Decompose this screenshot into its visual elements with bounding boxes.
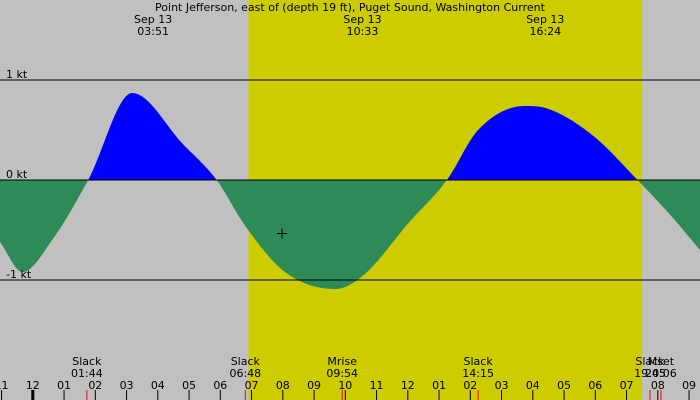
extreme-date-label: Sep 13 <box>526 13 564 26</box>
event-label: Slack <box>231 355 261 368</box>
extreme-date-label: Sep 13 <box>343 13 381 26</box>
hour-tick-label: 02 <box>88 379 102 392</box>
chart-title: Point Jefferson, east of (depth 19 ft), … <box>155 1 546 14</box>
event-time-label: 20:06 <box>645 367 677 380</box>
hour-tick-label: 07 <box>620 379 634 392</box>
hour-tick-label: 01 <box>57 379 71 392</box>
hour-tick-label: 12 <box>401 379 415 392</box>
event-label: Mset <box>648 355 675 368</box>
hour-tick-label: 10 <box>338 379 352 392</box>
event-time-label: 09:54 <box>326 367 358 380</box>
crosshair-cursor <box>277 228 287 239</box>
hour-tick-label: 08 <box>276 379 290 392</box>
hour-tick-label: 05 <box>557 379 571 392</box>
hour-tick-label: 06 <box>588 379 602 392</box>
event-time-label: 06:48 <box>229 367 261 380</box>
hour-tick-label: 09 <box>307 379 321 392</box>
ebb-area <box>217 180 447 289</box>
hour-tick-label: 07 <box>245 379 259 392</box>
current-fill-layer <box>0 93 700 289</box>
hour-tick-label: 11 <box>0 379 9 392</box>
event-label: Mrise <box>327 355 357 368</box>
event-time-label: 19:45 <box>634 367 666 380</box>
extreme-date-label: Sep 13 <box>134 13 172 26</box>
hour-tick-label: 02 <box>463 379 477 392</box>
hour-tick-label: 09 <box>682 379 696 392</box>
event-time-label: 01:44 <box>71 367 103 380</box>
hour-tick-label: 03 <box>495 379 509 392</box>
hour-tick-label: 04 <box>526 379 540 392</box>
ebb-area <box>637 180 700 250</box>
y-tick-label: 1 kt <box>6 68 28 81</box>
hour-tick-label: 12 <box>26 379 40 392</box>
event-label: Slack <box>72 355 102 368</box>
hour-tick-label: 08 <box>651 379 665 392</box>
event-time-label: 14:15 <box>462 367 494 380</box>
extreme-time-label: 16:24 <box>529 25 561 38</box>
hour-tick-label: 06 <box>213 379 227 392</box>
y-tick-label: 0 kt <box>6 168 28 181</box>
hour-tick-label: 01 <box>432 379 446 392</box>
hour-tick-label: 11 <box>370 379 384 392</box>
hour-tick-label: 05 <box>182 379 196 392</box>
flood-area <box>447 106 638 180</box>
y-tick-label: -1 kt <box>6 268 32 281</box>
flood-area <box>88 93 217 180</box>
hour-tick-label: 03 <box>120 379 134 392</box>
extreme-time-label: 10:33 <box>347 25 379 38</box>
ebb-area <box>0 180 89 272</box>
event-labels: Slack01:44Slack06:48Mrise09:54Slack14:15… <box>71 355 677 400</box>
hour-axis: 11 12 01 02 03 04 05 06 07 08 09 10 11 12 01 02 03 04 05 06… <box>0 379 696 400</box>
event-label: Slack <box>635 355 665 368</box>
hour-tick-label: 04 <box>151 379 165 392</box>
gridlines: 1 kt 0 kt -1 kt <box>0 68 700 281</box>
event-label: Slack <box>464 355 494 368</box>
extreme-time-label: 03:51 <box>137 25 169 38</box>
